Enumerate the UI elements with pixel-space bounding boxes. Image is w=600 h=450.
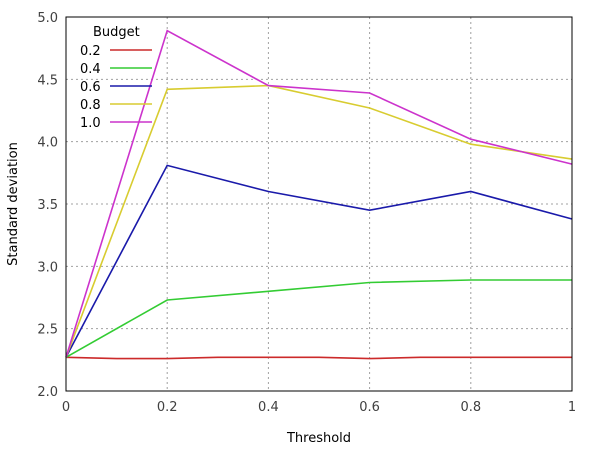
y-tick-label: 4.0 <box>37 136 58 151</box>
x-tick-label: 0 <box>62 400 70 415</box>
y-tick-label: 5.0 <box>37 11 58 26</box>
tick-labels: 0 0.2 0.4 0.6 0.8 1 2.0 2.5 3.0 3.5 4.0 4.5 5.0 <box>37 11 576 415</box>
x-tick-label: 1 <box>568 400 576 415</box>
grid-lines <box>66 17 572 391</box>
x-tick-label: 0.2 <box>157 400 178 415</box>
y-axis-label: Standard deviation <box>6 142 21 266</box>
x-tick-label: 0.4 <box>258 400 279 415</box>
plot-frame <box>65 16 573 392</box>
legend-label: 0.6 <box>80 80 101 95</box>
legend: Budget 0.2 0.4 0.6 0.8 1.0 <box>80 25 152 131</box>
series-lines <box>65 29 573 360</box>
x-tick-label: 0.6 <box>359 400 380 415</box>
y-tick-label: 4.5 <box>37 73 58 88</box>
legend-label: 0.4 <box>80 62 101 77</box>
series-line-0-8 <box>65 84 573 358</box>
y-tick-label: 2.0 <box>37 385 58 400</box>
legend-label: 0.2 <box>80 44 101 59</box>
y-tick-label: 3.5 <box>37 198 58 213</box>
series-line-0-2 <box>65 356 572 360</box>
x-tick-label: 0.8 <box>460 400 481 415</box>
y-tick-label: 2.5 <box>37 323 58 338</box>
legend-title: Budget <box>93 25 140 40</box>
series-line-0-6 <box>65 164 573 358</box>
series-line-1-0 <box>65 29 573 358</box>
y-tick-label: 3.0 <box>37 260 58 275</box>
x-axis-label: Threshold <box>286 431 351 446</box>
legend-label: 1.0 <box>80 116 101 131</box>
legend-label: 0.8 <box>80 98 101 113</box>
series-line-0-4 <box>65 279 572 358</box>
